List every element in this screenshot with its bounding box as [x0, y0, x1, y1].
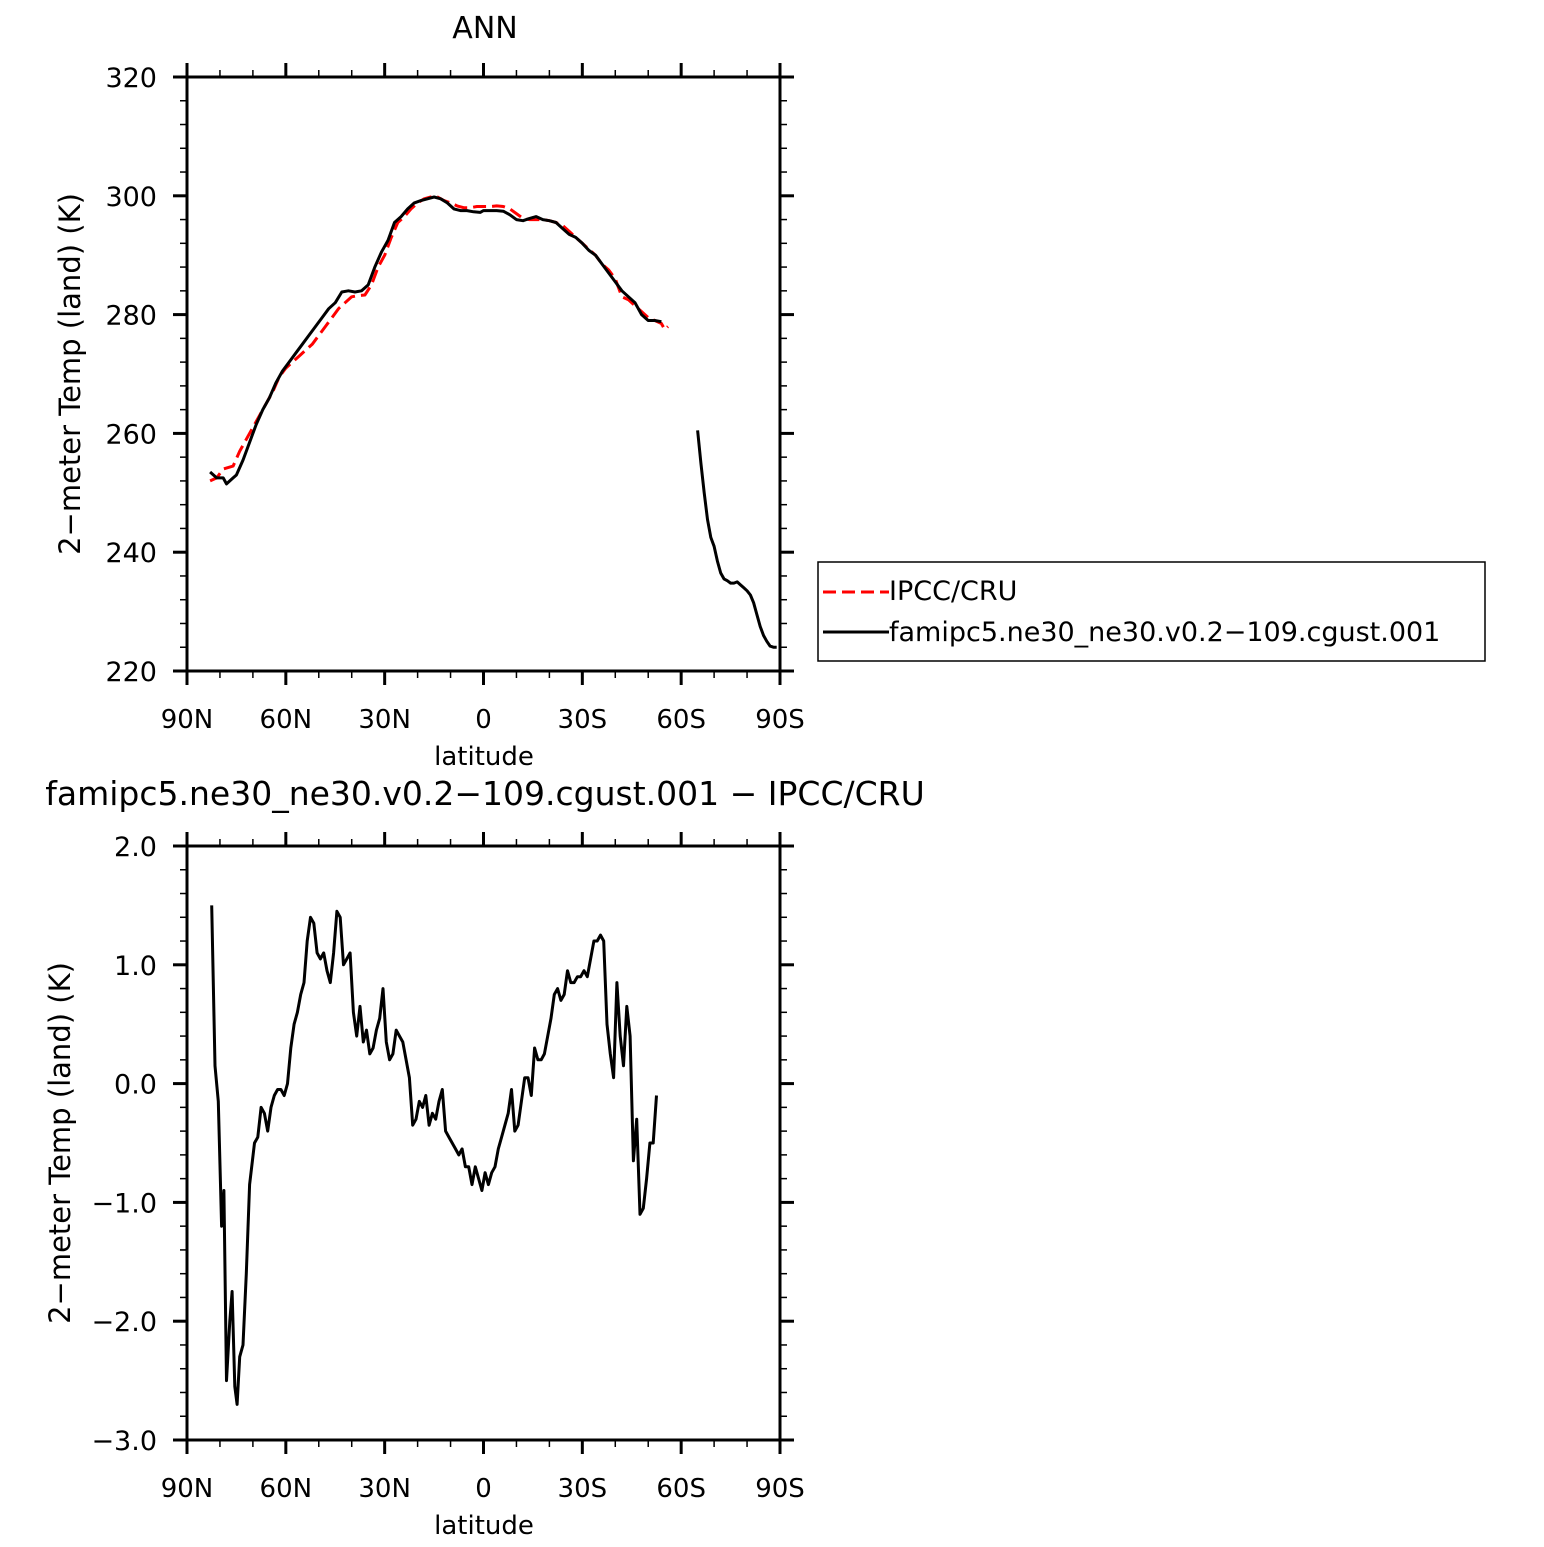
- legend-label-ipcc-cru: IPCC/CRU: [889, 576, 1017, 607]
- bottom-plot-lines: [210, 905, 658, 1406]
- top-y-tick-label: 280: [105, 301, 157, 332]
- bottom-panel: famipc5.ne30_ne30.v0.2−109.cgust.001 − I…: [43, 774, 925, 1541]
- top-plot-lines: [209, 195, 777, 649]
- bottom-x-tick-label: 0: [475, 1474, 492, 1504]
- bottom-x-axis-label: latitude: [434, 1511, 534, 1541]
- bottom-y-tick-label: 2.0: [114, 832, 157, 863]
- bottom-x-tick-label: 60N: [260, 1474, 313, 1504]
- bottom-y-tick-label: 1.0: [114, 951, 157, 982]
- top-y-tick-label: 220: [105, 657, 157, 688]
- top-x-tick-label: 30S: [558, 705, 608, 735]
- bottom-x-tick-label: 90N: [161, 1474, 214, 1504]
- top-y-tick-label: 320: [105, 63, 157, 94]
- bottom-x-tick-label: 30S: [558, 1474, 608, 1504]
- top-x-tick-label: 90S: [755, 705, 805, 735]
- bottom-plot-frame: [185, 844, 782, 1442]
- top-y-tick-label: 300: [105, 182, 157, 213]
- bottom-y-tick-label: −2.0: [91, 1307, 157, 1338]
- bottom-x-tick-label: 60S: [656, 1474, 706, 1504]
- top-y-tick-label: 260: [105, 419, 157, 450]
- top-y-ticks: 220 240 260 280 300 320: [105, 63, 794, 688]
- top-series-line-0-seg-0: [209, 195, 670, 483]
- top-x-tick-label: 60N: [260, 705, 313, 735]
- top-chart-title: ANN: [452, 11, 517, 46]
- top-y-tick-label: 240: [105, 538, 157, 569]
- bottom-series-line-0-seg-0: [210, 905, 658, 1406]
- top-x-ticks: 90N 60N 30N 0 30S 60S 90S: [161, 63, 805, 735]
- top-series-line-1-seg-0: [209, 195, 662, 486]
- bottom-y-axis-label: 2−meter Temp (land) (K): [43, 962, 77, 1324]
- bottom-y-ticks: −3.0 −2.0 −1.0 0.0 1.0 2.0: [91, 832, 794, 1457]
- top-x-tick-label: 30N: [358, 705, 411, 735]
- top-x-axis-label: latitude: [434, 742, 534, 772]
- top-series-line-1-seg-1: [696, 430, 777, 649]
- top-x-tick-label: 0: [475, 705, 492, 735]
- top-y-axis-label: 2−meter Temp (land) (K): [53, 193, 87, 555]
- bottom-x-ticks: 90N 60N 30N 0 30S 60S 90S: [161, 832, 805, 1504]
- bottom-y-tick-label: 0.0: [114, 1070, 157, 1101]
- bottom-y-tick-label: −1.0: [91, 1188, 157, 1219]
- legend-label-model: famipc5.ne30_ne30.v0.2−109.cgust.001: [889, 617, 1440, 648]
- bottom-y-tick-label: −3.0: [91, 1426, 157, 1457]
- top-plot-frame: [185, 75, 782, 673]
- legend: IPCC/CRU famipc5.ne30_ne30.v0.2−109.cgus…: [817, 561, 1486, 662]
- top-x-tick-label: 90N: [161, 705, 214, 735]
- bottom-x-tick-label: 90S: [755, 1474, 805, 1504]
- top-x-tick-label: 60S: [656, 705, 706, 735]
- bottom-chart-title: famipc5.ne30_ne30.v0.2−109.cgust.001 − I…: [45, 774, 924, 813]
- legend-box: [817, 561, 1486, 662]
- bottom-x-tick-label: 30N: [358, 1474, 411, 1504]
